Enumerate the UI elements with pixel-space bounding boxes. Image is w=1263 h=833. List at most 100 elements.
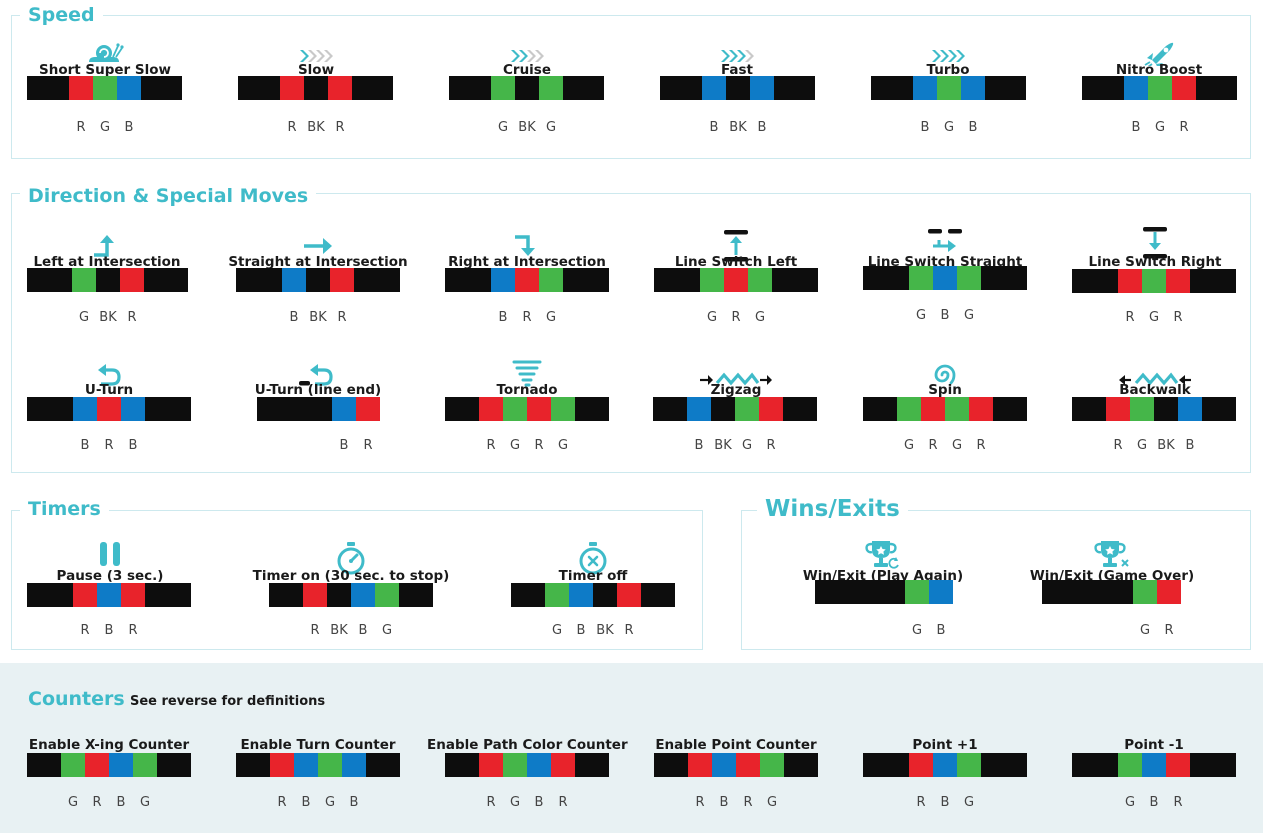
strip-tail-black (1202, 397, 1236, 421)
wins-panel (741, 510, 1251, 650)
strip-lead-black (654, 753, 688, 777)
color-segment-R (921, 397, 945, 421)
color-code-label: B (694, 438, 704, 453)
strip-tail-black (563, 268, 609, 292)
color-segment-R (515, 268, 539, 292)
color-code-label: G (78, 310, 90, 325)
pause-icon (70, 537, 150, 571)
color-segment-G (545, 583, 569, 607)
counters-title: Counters (28, 688, 125, 710)
color-segment-B (1124, 76, 1148, 100)
color-segment-G (318, 753, 342, 777)
color-code-label: B (124, 120, 134, 135)
direction-title: Direction & Special Moves (20, 185, 317, 207)
color-code-label: R (558, 795, 568, 810)
color-code-label: B (719, 795, 729, 810)
color-code-label: R (310, 623, 320, 638)
color-segment-R (97, 397, 121, 421)
color-code-label: B (289, 310, 299, 325)
color-code-label: BK (309, 310, 327, 325)
strip-lead-black (863, 753, 909, 777)
zigzag-icon (696, 362, 776, 396)
color-segment-B (491, 268, 515, 292)
color-segment-G (375, 583, 399, 607)
color-segment-R (69, 76, 93, 100)
u-turn-line-end-icon (278, 358, 358, 392)
color-segment-R (280, 76, 304, 100)
color-code-label: G (911, 623, 923, 638)
timer-off-color-strip (511, 583, 675, 607)
strip-tail-black (774, 76, 815, 100)
color-segment-BK (306, 268, 330, 292)
strip-tail-black (575, 397, 609, 421)
snail-icon (65, 36, 145, 70)
enable-path-color-counter-color-strip (445, 753, 609, 777)
color-code-label: R (363, 438, 373, 453)
strip-tail-black (981, 266, 1027, 290)
color-segment-B (961, 76, 985, 100)
straight-at-intersection-label: Straight at Intersection (228, 254, 408, 270)
color-segment-BK (96, 268, 120, 292)
color-code-label: B (940, 308, 950, 323)
color-code-label: G (509, 438, 521, 453)
color-code-label: G (1148, 310, 1160, 325)
chevrons-3-icon (697, 39, 777, 73)
direction-panel (11, 193, 1251, 473)
color-segment-B (282, 268, 306, 292)
counters-band (0, 663, 1263, 833)
color-code-label: B (940, 795, 950, 810)
strip-tail-black (641, 583, 675, 607)
color-segment-R (270, 753, 294, 777)
color-code-label: G (963, 308, 975, 323)
strip-lead-black (1042, 580, 1133, 604)
line-switch-left-icon (696, 229, 776, 263)
color-segment-B (294, 753, 318, 777)
color-segment-B (1178, 397, 1202, 421)
color-code-label: G (509, 795, 521, 810)
color-segment-BK (593, 583, 617, 607)
color-segment-G (503, 397, 527, 421)
right-at-intersection-label: Right at Intersection (448, 254, 606, 270)
color-segment-B (351, 583, 375, 607)
color-code-label: B (358, 623, 368, 638)
timers-title: Timers (20, 498, 109, 520)
color-code-label: G (706, 310, 718, 325)
color-code-label: BK (99, 310, 117, 325)
color-segment-G (72, 268, 96, 292)
color-segment-R (1166, 269, 1190, 293)
color-code-label: G (963, 795, 975, 810)
line-switch-right-icon (1115, 226, 1195, 260)
left-at-intersection-color-codes: G BK R (27, 310, 188, 326)
backwalk-color-codes: R G BK B (1072, 438, 1236, 454)
point-minus-1-label: Point -1 (1124, 737, 1184, 753)
color-segment-R (1157, 580, 1181, 604)
color-segment-G (1118, 753, 1142, 777)
color-code-label: R (976, 438, 986, 453)
color-code-label: B (576, 623, 586, 638)
color-code-label: G (381, 623, 393, 638)
strip-tail-black (1190, 269, 1236, 293)
enable-point-counter-color-strip (654, 753, 818, 777)
color-segment-R (759, 397, 783, 421)
point-minus-1-color-strip (1072, 753, 1236, 777)
color-segment-R (356, 397, 380, 421)
u-turn-icon (69, 358, 149, 392)
timer-on-color-strip (269, 583, 433, 607)
short-super-slow-label: Short Super Slow (38, 62, 172, 78)
color-code-label: B (1131, 120, 1141, 135)
strip-tail-black (783, 397, 817, 421)
color-segment-B (929, 580, 953, 604)
color-code-label: G (903, 438, 915, 453)
color-code-label: R (534, 438, 544, 453)
color-segment-B (569, 583, 593, 607)
backwalk-label: Backwalk (1119, 382, 1191, 398)
color-code-label: BK (330, 623, 348, 638)
color-segment-R (120, 268, 144, 292)
